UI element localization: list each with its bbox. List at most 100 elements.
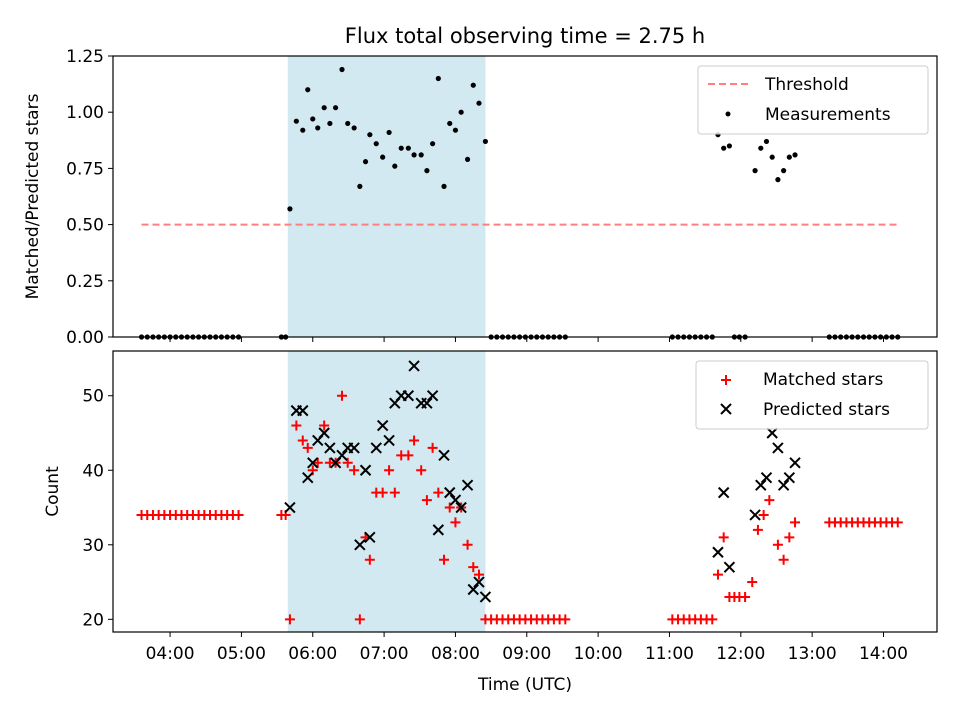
matched-legend-marker [721,375,731,385]
predicted-legend-marker [720,403,732,415]
matched-star-point [389,487,400,498]
matched-star-point [712,569,723,580]
x-tick-label: 14:00 [859,644,908,664]
predicted-star-point [421,397,433,409]
matched-star-point [462,539,473,550]
measurement-point [310,116,316,122]
ratio-plot-frame [112,55,938,338]
measurement-point [305,87,311,93]
legend-box [695,360,929,430]
predicted-star-point [354,539,366,551]
observing-window-shade [287,351,486,632]
predicted-star-point [783,472,796,484]
measurement-point [482,138,489,145]
measurement-point [380,154,386,160]
matched-star-point [302,442,313,453]
matched-star-point [349,465,360,476]
predicted-star-point [284,501,296,514]
measurement-point [315,125,321,131]
matched-star-point [764,495,775,506]
measurement-point [721,145,727,151]
measurement-point [441,183,447,189]
count-legend: Matched stars Predicted stars [695,360,929,430]
predicted-star-point [467,583,479,596]
matched-star-point [354,614,365,625]
y-tick-label: 20 [82,610,104,630]
measurement-point [392,163,398,169]
matched-star-point [747,577,758,588]
threshold-legend-label: Threshold [764,75,849,95]
y-tick-label: 0.75 [66,159,104,179]
predicted-star-point [307,457,319,469]
predicted-star-point [717,486,730,499]
measurement-point [476,100,482,106]
measurement-point [332,105,339,111]
measurement-point [786,154,792,160]
predicted-star-point [376,419,389,432]
matched-star-point [384,465,395,476]
ratio-panel: 0.00 0.25 0.50 0.75 1.00 1.25 Matched/Predict… [23,47,938,348]
x-tick-label: 10:00 [574,644,623,664]
measurement-point [327,120,333,127]
measurement-point [367,132,373,138]
matched-star-point [364,554,375,565]
matched-star-point [444,502,455,513]
measurement-point [435,75,441,82]
count-y-ticks: 20 30 40 50 [82,387,113,630]
measurement-point [447,120,453,127]
measurements-legend-marker [725,111,731,117]
measurement-point [769,154,775,160]
predicted-star-point [749,509,761,521]
x-tick-label: 04:00 [146,644,195,664]
measurement-point [752,168,758,174]
matched-star-point [284,614,295,625]
matched-star-point [778,554,789,565]
measurement-point [321,105,327,111]
predicted-star-point [473,576,485,588]
predicted-star-point [348,442,360,454]
predicted-star-point [455,501,467,514]
predicted-star-point [383,434,395,447]
x-tick-label: 09:00 [502,644,551,664]
predicted-star-point [777,479,790,491]
measurement-point [430,141,436,147]
measurement-point [758,145,764,151]
matched-star-point [319,420,330,431]
matched-star-point [758,509,769,520]
measurement-point [405,145,411,151]
predicted-star-point [760,472,773,484]
count-data-layer [136,360,903,625]
measurement-point [398,145,404,151]
predicted-star-point [302,472,314,484]
matched-star-point [342,457,353,468]
matched-star-point [772,539,783,550]
matched-star-point [291,420,302,431]
matched-star-point [377,487,388,498]
predicted-star-point [461,479,474,491]
matched-star-point [312,457,323,468]
ratio-x-ticks [169,337,884,342]
measurement-point [357,183,363,189]
y-tick-label: 0.00 [66,328,104,348]
measurement-point [373,141,379,147]
predicted-star-point [370,442,382,454]
measurement-point [293,118,299,124]
matched-star-point [718,532,729,543]
matched-star-point [297,435,308,446]
predicted-star-point [772,442,784,454]
plus-marker [721,375,731,385]
measurement-point [775,177,781,183]
y-tick-label: 1.25 [66,47,104,67]
predicted-star-point [755,479,767,491]
measurement-point [452,127,459,133]
matched-star-point [450,517,461,528]
x-tick-label: 08:00 [431,644,480,664]
matched-star-point [439,554,450,565]
matched-star-point [740,591,751,602]
chart-title: Flux total observing time = 2.75 h [345,24,705,48]
matched-star-point [468,562,479,573]
count-plot-frame [112,350,938,633]
matched-star-point [473,569,484,580]
count-y-axis-label: Count [43,466,63,517]
